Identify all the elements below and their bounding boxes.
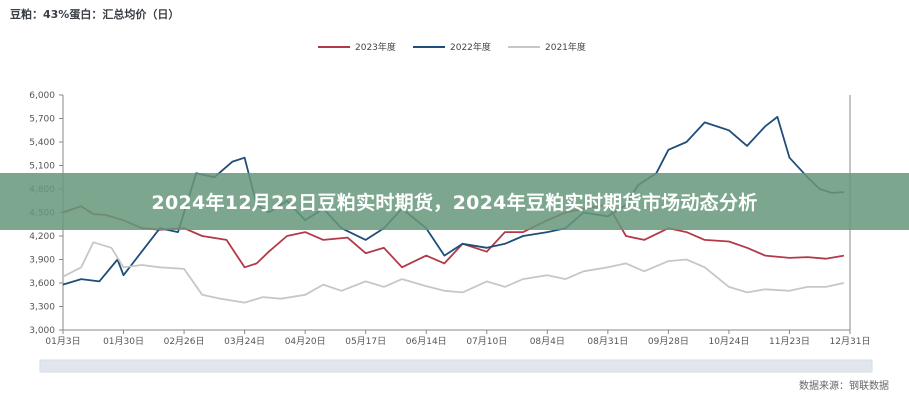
- x-tick-label: 05月17日: [345, 336, 386, 347]
- headline-text: 2024年12月22日豆粕实时期货，2024年豆粕实时期货市场动态分析: [151, 192, 758, 214]
- x-tick-label: 07月10日: [466, 336, 507, 347]
- x-tick-label: 09月28日: [648, 336, 689, 347]
- x-tick-label: 01月3日: [45, 336, 80, 347]
- y-tick-label: 6,000: [29, 91, 55, 101]
- x-tick-label: 04月20日: [285, 336, 326, 347]
- legend-label-1: 2023年度: [355, 41, 396, 53]
- legend: 2023年度 2022年度 2021年度: [318, 41, 586, 53]
- y-tick-label: 5,700: [29, 115, 55, 125]
- y-tick-label: 3,300: [29, 303, 55, 313]
- y-tick-label: 5,400: [29, 138, 55, 148]
- x-tick-label: 10月24日: [708, 336, 749, 347]
- range-slider-window[interactable]: [40, 360, 872, 372]
- x-tick-label: 03月24日: [224, 336, 265, 347]
- y-tick-label: 5,100: [29, 162, 55, 172]
- legend-label-2: 2022年度: [450, 41, 491, 53]
- y-tick-label: 3,600: [29, 279, 55, 289]
- x-tick-label: 02月26日: [164, 336, 205, 347]
- y-tick-label: 3,900: [29, 256, 55, 266]
- x-tick-label: 06月14日: [406, 336, 447, 347]
- x-tick-label: 01月30日: [103, 336, 144, 347]
- chart-title: 豆粕：43%蛋白：汇总均价（日）: [10, 8, 180, 21]
- x-tick-label: 08月4日: [530, 336, 565, 347]
- legend-label-3: 2021年度: [545, 41, 586, 53]
- x-tick-label: 08月31日: [587, 336, 628, 347]
- x-axis: 01月3日 01月30日 02月26日 03月24日 04月20日 05月17日 06月14…: [45, 329, 871, 347]
- headline-banner: 2024年12月22日豆粕实时期货，2024年豆粕实时期货市场动态分析: [0, 173, 909, 230]
- x-tick-label: 11月23日: [769, 336, 810, 347]
- series-line-3: [62, 241, 845, 304]
- y-tick-label: 3,000: [29, 326, 55, 336]
- range-slider[interactable]: [39, 359, 873, 373]
- y-tick-label: 4,200: [29, 232, 55, 242]
- source-label: 数据来源：钢联数据: [799, 381, 889, 392]
- x-tick-label: 12月31日: [830, 336, 871, 347]
